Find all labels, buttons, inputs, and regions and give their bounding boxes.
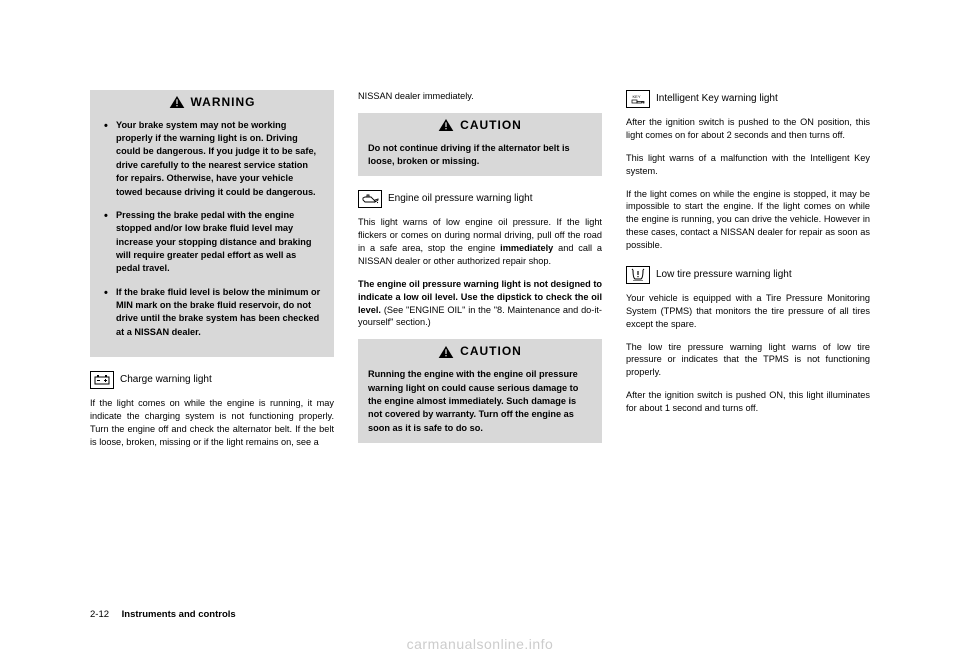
warning-bullet: Pressing the brake pedal with the engine… [102,209,322,276]
ikey-heading-row: KEY Intelligent Key warning light [626,90,870,108]
tire-b2: The low tire pressure warning light warn… [626,341,870,380]
tire-heading-row: Low tire pressure warning light [626,266,870,284]
col2-intro: NISSAN dealer immediately. [358,90,602,103]
caution1-body: Do not continue driving if the alternato… [358,138,602,177]
oil-heading-label: Engine oil pressure warning light [388,192,533,206]
warning-header: WARNING [90,90,334,115]
caution1-label: CAUTION [460,117,522,134]
svg-text:KEY: KEY [633,94,641,99]
caution2-body: Running the engine with the engine oil p… [358,364,602,443]
watermark: carmanualsonline.info [0,636,960,652]
column-3: KEY Intelligent Key warning light After … [626,90,870,600]
warning-body: Your brake system may not be working pro… [90,115,334,357]
ikey-b3: If the light comes on while the engine i… [626,188,870,252]
ikey-heading-label: Intelligent Key warning light [656,92,778,106]
section-title: Instruments and controls [122,609,236,620]
column-2: NISSAN dealer immediately. CAUTION Do no… [358,90,602,600]
warning-triangle-icon [169,95,185,109]
oil-body-2: The engine oil pressure warning light is… [358,278,602,330]
column-1: WARNING Your brake system may not be wor… [90,90,334,600]
key-icon: KEY [626,90,650,108]
oil-body2-rest: (See "ENGINE OIL" in the "8. Maintenance… [358,305,602,328]
page-number: 2-12 [90,609,109,620]
oil-can-icon [358,190,382,208]
ikey-b2: This light warns of a malfunction with t… [626,152,870,178]
caution2-header: CAUTION [358,339,602,364]
tire-b3: After the ignition switch is pushed ON, … [626,389,870,415]
ikey-b1: After the ignition switch is pushed to t… [626,116,870,142]
caution-triangle-icon [438,345,454,359]
tire-pressure-icon [626,266,650,284]
oil-heading-row: Engine oil pressure warning light [358,190,602,208]
oil-body-1: This light warns of low engine oil press… [358,216,602,268]
charge-heading-row: Charge warning light [90,371,334,389]
tire-b1: Your vehicle is equipped with a Tire Pre… [626,292,870,331]
caution2-label: CAUTION [460,343,522,360]
charge-body: If the light comes on while the engine i… [90,397,334,449]
page-footer: 2-12 Instruments and controls [90,609,236,620]
page-columns: WARNING Your brake system may not be wor… [90,90,870,600]
caution-triangle-icon [438,118,454,132]
oil-body1-bold: immediately [500,243,553,253]
battery-icon [90,371,114,389]
warning-bullet: If the brake fluid level is below the mi… [102,286,322,339]
charge-heading-label: Charge warning light [120,373,212,387]
warning-label: WARNING [191,94,256,111]
warning-bullet: Your brake system may not be working pro… [102,119,322,199]
tire-heading-label: Low tire pressure warning light [656,268,792,282]
caution1-header: CAUTION [358,113,602,138]
